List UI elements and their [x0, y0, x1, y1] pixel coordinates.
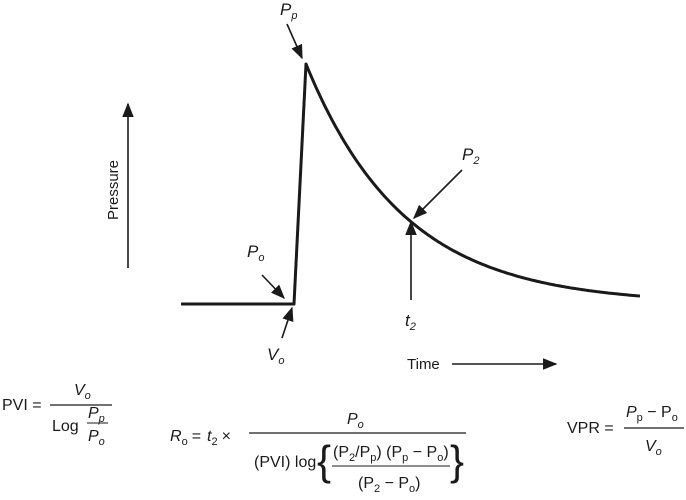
svg-text:Vo: Vo — [74, 382, 91, 402]
label-p2: P2 — [462, 145, 479, 167]
svg-text:Pp: Pp — [88, 405, 105, 425]
svg-text:(P2 − Po): (P2 − Po) — [358, 475, 420, 495]
p2-pointer-arrow — [412, 169, 463, 220]
svg-text:VPR =: VPR = — [567, 420, 614, 437]
label-po: Po — [247, 242, 264, 264]
equation-pvi: PVI = Vo Log Pp Po — [2, 382, 112, 448]
svg-text:Po: Po — [88, 428, 105, 448]
equation-ro: Ro = t2 × Po (PVI) log { } (P2/Pp) (Pp − Po… — [170, 411, 466, 495]
vo-pointer-arrow — [281, 306, 294, 339]
label-vo: Vo — [267, 345, 284, 367]
pp-pointer-arrow — [286, 23, 303, 60]
equation-vpr: VPR = Pp − Po Vo — [567, 404, 684, 458]
svg-text:PVI =: PVI = — [2, 397, 42, 414]
label-pp: Pp — [280, 0, 297, 22]
pressure-axis-label: Pressure — [105, 160, 122, 220]
left-brace: { — [317, 437, 331, 484]
svg-text:Ro=t2×: Ro = t2 × — [170, 428, 231, 448]
po-pointer-arrow — [261, 274, 285, 300]
svg-text:(P2/Pp) (Pp − Po): (P2/Pp) (Pp − Po) — [333, 444, 449, 464]
label-t2: t2 — [405, 311, 416, 333]
svg-text:Po: Po — [347, 411, 364, 431]
svg-text:Log: Log — [52, 418, 79, 435]
svg-text:Pp − Po: Pp − Po — [626, 404, 678, 424]
pressure-curve — [181, 62, 641, 306]
time-axis-label: Time — [407, 356, 440, 373]
right-brace: } — [450, 437, 464, 484]
svg-text:(PVI) log: (PVI) log — [254, 454, 316, 471]
svg-text:Vo: Vo — [645, 438, 662, 458]
